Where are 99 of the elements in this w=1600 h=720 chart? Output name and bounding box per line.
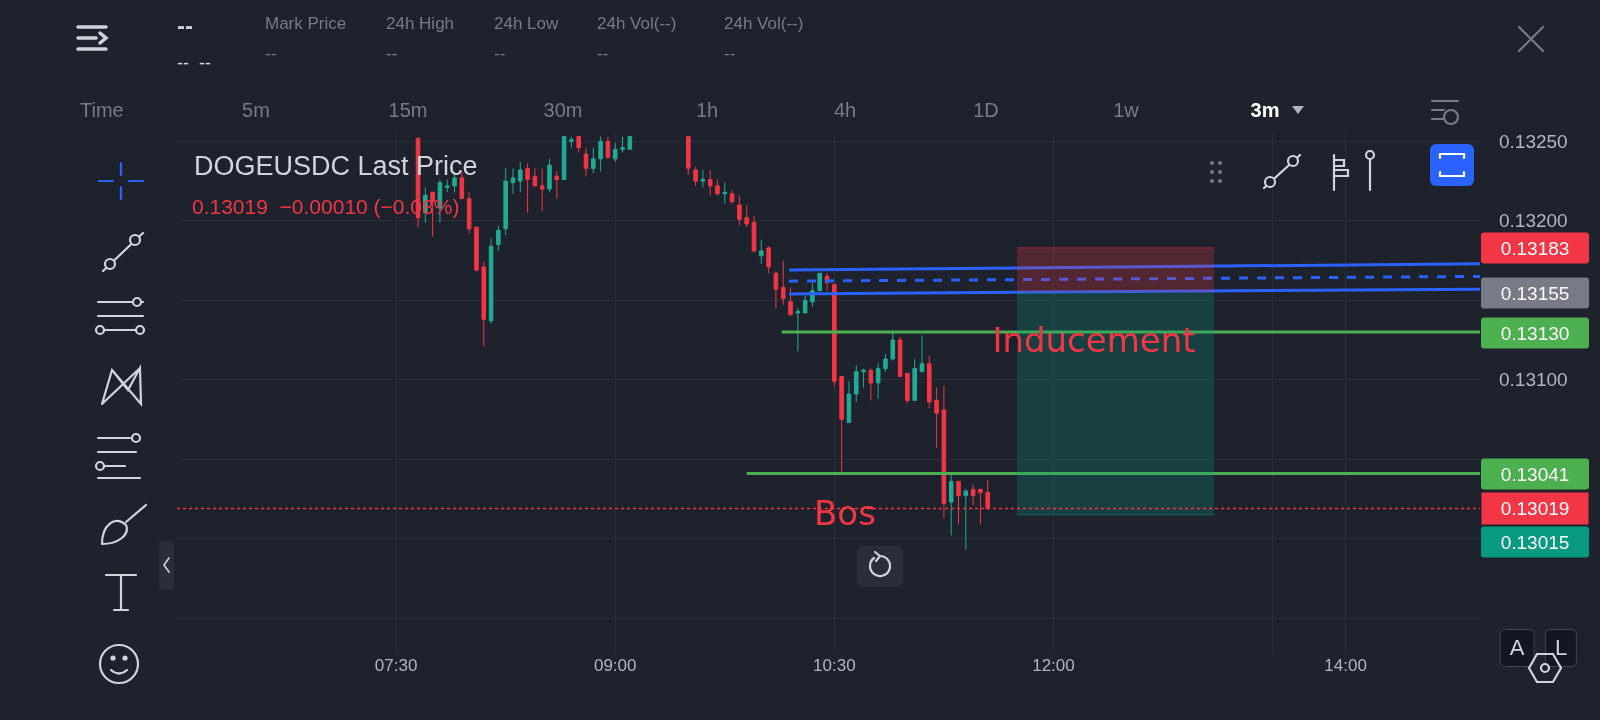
text: 24h Low bbox=[494, 13, 559, 33]
text: 1h bbox=[695, 99, 719, 121]
text: -- bbox=[597, 43, 609, 63]
candlestick bbox=[963, 488, 969, 551]
x-tick-label: 09:00 bbox=[593, 656, 637, 675]
candlestick bbox=[737, 194, 742, 227]
candlestick bbox=[583, 147, 589, 177]
ref-line-label: 0.13019 bbox=[1500, 498, 1570, 519]
text: -- bbox=[265, 43, 277, 63]
candlestick bbox=[839, 376, 844, 474]
candlestick bbox=[488, 237, 494, 325]
candlestick bbox=[883, 353, 888, 373]
candlestick bbox=[612, 142, 618, 163]
candlestick bbox=[927, 355, 932, 409]
candlestick bbox=[788, 287, 793, 317]
candlestick bbox=[715, 178, 720, 196]
text: L bbox=[1544, 629, 1578, 667]
candlestick bbox=[620, 136, 625, 153]
candlestick bbox=[795, 307, 801, 352]
candlestick bbox=[510, 167, 516, 195]
text: 0.13041 bbox=[1481, 458, 1589, 490]
candlestick bbox=[627, 136, 633, 150]
x-tick-label: 10:30 bbox=[813, 656, 856, 675]
text: 15m bbox=[388, 99, 428, 121]
text: -- bbox=[494, 43, 506, 63]
text: 24h High bbox=[386, 13, 455, 33]
candlestick bbox=[561, 136, 567, 180]
text: -- bbox=[386, 43, 398, 63]
candlestick bbox=[861, 368, 866, 389]
candlestick bbox=[934, 387, 939, 449]
candlestick bbox=[773, 271, 779, 309]
text: 0.13155 bbox=[1481, 277, 1589, 309]
text: 0.13015 bbox=[1481, 526, 1589, 558]
candlestick bbox=[853, 364, 859, 403]
candlestick bbox=[759, 239, 764, 265]
text: 24h Vol(--) bbox=[724, 13, 804, 33]
candlestick bbox=[802, 294, 808, 314]
candlestick bbox=[700, 169, 706, 188]
text: 0.13183 bbox=[1481, 232, 1589, 264]
candlestick bbox=[685, 136, 691, 176]
candlestick bbox=[919, 334, 925, 373]
candlestick bbox=[722, 182, 728, 204]
candlestick bbox=[707, 169, 713, 196]
candlestick bbox=[846, 380, 852, 424]
x-tick-label: 07:30 bbox=[374, 656, 418, 675]
candlestick bbox=[598, 136, 603, 173]
candlestick bbox=[503, 167, 508, 236]
candlestick bbox=[605, 136, 611, 160]
y-tick-label: 0.13200 bbox=[1499, 210, 1568, 232]
candlestick bbox=[744, 204, 749, 228]
text: 1w bbox=[1113, 99, 1139, 121]
candlestick bbox=[539, 167, 545, 212]
text: A bbox=[1499, 629, 1535, 667]
annotation: Bos bbox=[814, 493, 876, 533]
candlestick bbox=[517, 161, 523, 193]
candlestick bbox=[444, 178, 450, 193]
candlestick bbox=[948, 474, 954, 536]
text: 1D bbox=[973, 99, 999, 121]
candlestick bbox=[970, 484, 976, 506]
candlestick bbox=[532, 167, 538, 187]
candlestick bbox=[897, 336, 903, 378]
candlestick bbox=[912, 358, 917, 401]
text: Mark Price bbox=[265, 13, 347, 33]
candlestick bbox=[525, 163, 530, 214]
candlestick bbox=[569, 136, 574, 149]
candlestick bbox=[832, 283, 837, 387]
text: 30m bbox=[543, 99, 583, 121]
text: -- bbox=[724, 43, 736, 63]
y-tick-label: 0.13250 bbox=[1499, 131, 1568, 153]
candlestick bbox=[554, 171, 560, 200]
text: 5m bbox=[242, 99, 270, 121]
candlestick bbox=[547, 158, 552, 193]
candlestick bbox=[817, 272, 823, 292]
text: -- bbox=[177, 12, 193, 39]
candlestick bbox=[693, 166, 698, 187]
text: -- -- bbox=[177, 53, 211, 73]
x-tick-label: 14:00 bbox=[1324, 656, 1367, 675]
candlestick bbox=[875, 363, 881, 400]
text: Time bbox=[80, 99, 124, 121]
text: 0.13130 bbox=[1481, 317, 1589, 349]
text: 24h Vol(--) bbox=[597, 13, 677, 33]
candlestick bbox=[890, 329, 896, 362]
y-tick-label: 0.13100 bbox=[1499, 369, 1568, 391]
text: 3m bbox=[1250, 99, 1280, 121]
candlestick bbox=[868, 368, 874, 401]
candlestick bbox=[751, 215, 757, 254]
x-tick-label: 12:00 bbox=[1032, 656, 1075, 675]
text: 4h bbox=[833, 99, 857, 121]
candlestick bbox=[481, 261, 487, 347]
candlestick bbox=[474, 226, 479, 273]
candlestick bbox=[576, 136, 581, 153]
candlestick bbox=[780, 260, 786, 306]
candlestick bbox=[466, 191, 472, 235]
candlestick bbox=[496, 225, 501, 252]
annotation: Inducement bbox=[992, 320, 1196, 360]
candlestick bbox=[905, 372, 910, 405]
candlestick bbox=[766, 245, 771, 274]
candlestick bbox=[591, 147, 596, 174]
candlestick bbox=[729, 190, 735, 204]
